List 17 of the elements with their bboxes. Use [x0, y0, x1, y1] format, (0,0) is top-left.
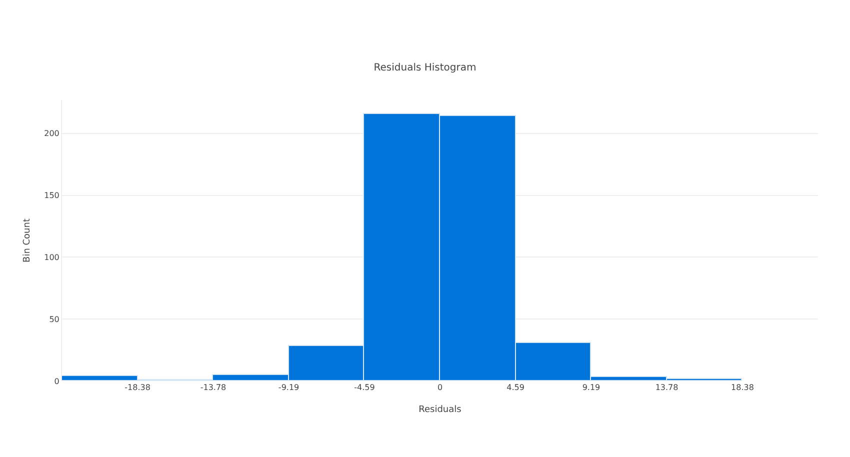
- y-tick-label: 200: [44, 129, 60, 138]
- x-tick-label: -18.38: [124, 383, 150, 392]
- y-tick-label: 150: [44, 191, 60, 200]
- chart-title: Residuals Histogram: [374, 62, 476, 74]
- x-tick-label: 9.19: [582, 383, 600, 392]
- x-tick-label: 4.59: [506, 383, 524, 392]
- y-tick-label: 100: [44, 253, 60, 262]
- x-tick-label: 18.38: [731, 383, 754, 392]
- x-tick-label: -9.19: [278, 383, 300, 392]
- x-tick-label: 13.78: [655, 383, 678, 392]
- y-axis-title: Bin Count: [22, 218, 32, 262]
- y-tick-label: 0: [54, 376, 60, 386]
- x-tick-label: 0: [437, 383, 443, 392]
- x-tick-label: -13.78: [200, 383, 226, 392]
- x-axis-title: Residuals: [418, 404, 462, 415]
- y-tick-label: 50: [49, 314, 60, 324]
- x-tick-label: -4.59: [354, 383, 375, 392]
